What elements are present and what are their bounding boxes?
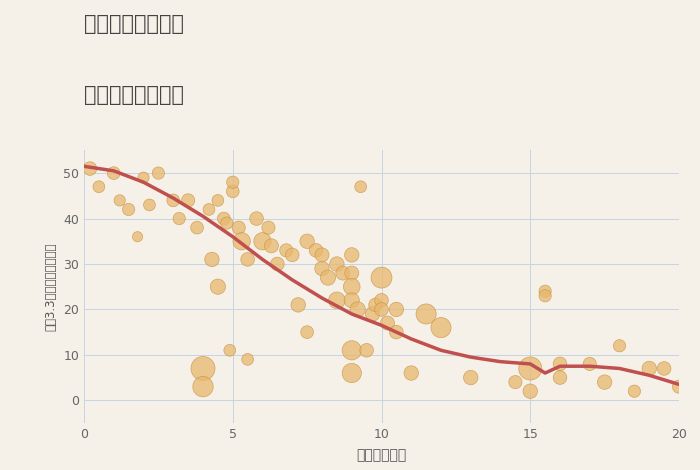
Point — [227, 188, 238, 195]
Point — [281, 247, 292, 254]
Point — [361, 346, 372, 354]
Point — [212, 283, 223, 290]
Point — [337, 269, 349, 277]
Point — [287, 251, 298, 258]
Text: 千葉県柏市高柳の: 千葉県柏市高柳の — [84, 14, 184, 34]
Point — [391, 306, 402, 313]
Point — [673, 383, 685, 391]
Point — [346, 297, 357, 304]
Point — [367, 310, 378, 318]
Point — [525, 365, 536, 372]
Point — [346, 346, 357, 354]
Point — [629, 387, 640, 395]
Point — [310, 247, 321, 254]
Point — [138, 174, 149, 181]
Point — [346, 369, 357, 377]
Point — [153, 169, 164, 177]
Point — [435, 324, 447, 331]
Point — [554, 374, 566, 381]
Point — [203, 206, 214, 213]
Point — [93, 183, 104, 190]
Point — [257, 237, 268, 245]
Point — [132, 233, 144, 241]
Point — [236, 237, 247, 245]
Text: 駅距離別土地価格: 駅距離別土地価格 — [84, 85, 184, 105]
Point — [266, 242, 277, 250]
Point — [584, 360, 595, 368]
Point — [302, 329, 313, 336]
Point — [218, 215, 230, 222]
Point — [599, 378, 610, 386]
Point — [322, 274, 333, 282]
Point — [168, 196, 179, 204]
Point — [192, 224, 203, 231]
Point — [263, 224, 274, 231]
Point — [540, 292, 551, 299]
Point — [525, 387, 536, 395]
Point — [376, 274, 387, 282]
Point — [316, 251, 328, 258]
Point — [316, 265, 328, 272]
Point — [221, 219, 232, 227]
Point — [355, 183, 366, 190]
Point — [406, 369, 417, 377]
Point — [197, 365, 209, 372]
Point — [391, 329, 402, 336]
Point — [293, 301, 304, 309]
Point — [376, 297, 387, 304]
Point — [331, 260, 342, 268]
Point — [84, 165, 95, 172]
Point — [554, 360, 566, 368]
Point — [382, 319, 393, 327]
Point — [540, 288, 551, 295]
Y-axis label: 坪（3.3㎡）単価（万円）: 坪（3.3㎡）単価（万円） — [45, 243, 57, 331]
Point — [114, 196, 125, 204]
Point — [370, 301, 381, 309]
Point — [346, 251, 357, 258]
Point — [352, 306, 363, 313]
Point — [183, 196, 194, 204]
Point — [251, 215, 262, 222]
Point — [421, 310, 432, 318]
Point — [346, 269, 357, 277]
Point — [376, 306, 387, 313]
Point — [123, 206, 134, 213]
Point — [272, 260, 283, 268]
Point — [212, 196, 223, 204]
Point — [346, 283, 357, 290]
Point — [510, 378, 521, 386]
Point — [174, 215, 185, 222]
Point — [644, 365, 655, 372]
Point — [227, 179, 238, 186]
Point — [108, 169, 119, 177]
Point — [233, 224, 244, 231]
Point — [206, 256, 218, 263]
Point — [465, 374, 476, 381]
Point — [614, 342, 625, 350]
Point — [659, 365, 670, 372]
Point — [242, 356, 253, 363]
Point — [197, 383, 209, 391]
Point — [302, 237, 313, 245]
Point — [331, 297, 342, 304]
Point — [242, 256, 253, 263]
Point — [144, 201, 155, 209]
Point — [224, 346, 235, 354]
X-axis label: 駅距離（分）: 駅距離（分） — [356, 448, 407, 462]
